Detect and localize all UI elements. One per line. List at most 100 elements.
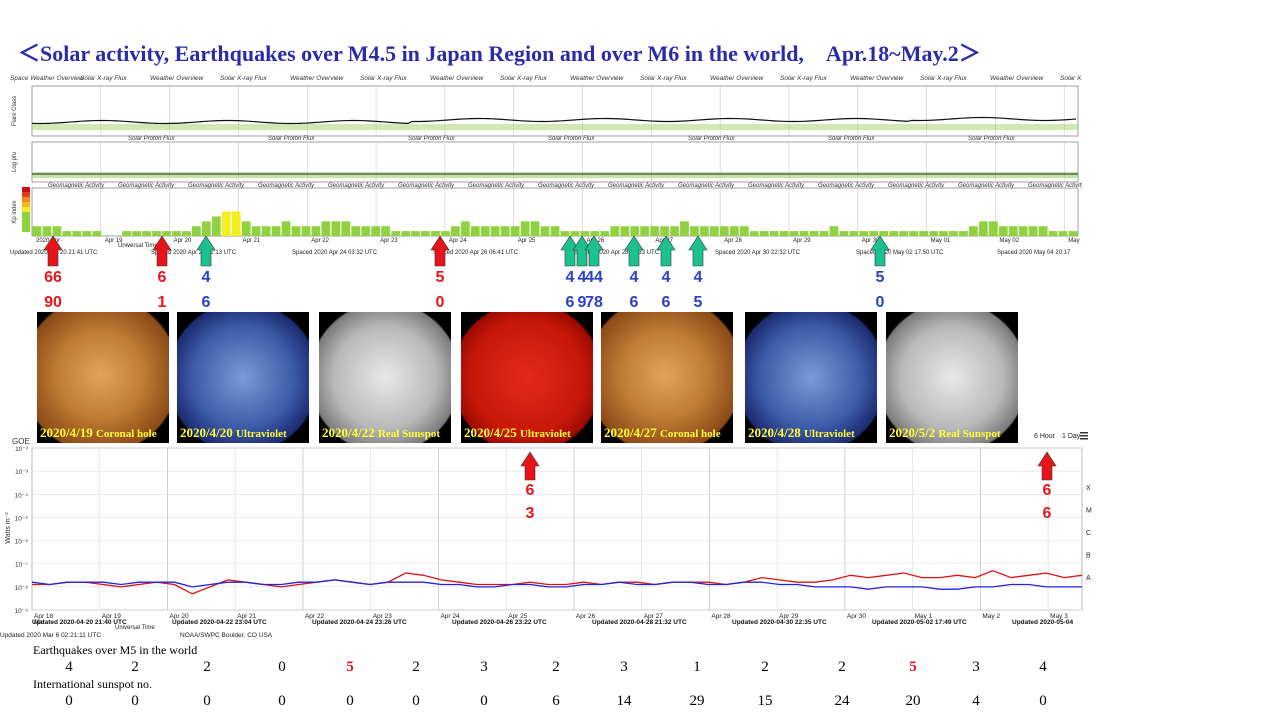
kp-bar xyxy=(819,231,829,236)
kp-bar xyxy=(530,221,540,236)
overview-date-tick: May 01 xyxy=(931,238,951,244)
kp-bar xyxy=(1058,231,1068,236)
xray-x-tick-label: Apr 30 xyxy=(847,613,867,620)
xray-x-tick-label: Apr 22 xyxy=(305,613,325,620)
universal-time-label: Universal Time xyxy=(118,243,158,249)
kp-scale-segment xyxy=(22,192,30,197)
proton-header-label: Solar Proton Flux xyxy=(688,136,735,142)
kp-bar xyxy=(829,226,839,236)
earthquake-arrow xyxy=(152,236,172,267)
sunspot-count-cell: 0 xyxy=(203,693,211,709)
kp-scale-segment xyxy=(22,212,30,217)
overview-date-tick: Apr 30 xyxy=(862,238,880,244)
sun-image-type: Ultraviolet xyxy=(803,428,855,440)
kp-bar xyxy=(62,231,72,236)
arrow-magnitude-top: 5 xyxy=(876,269,885,286)
sun-image-panel: 2020/4/27 Coronal hole xyxy=(601,312,733,443)
kp-bar xyxy=(311,226,321,236)
arrow-magnitude-bottom: 6 xyxy=(630,294,639,311)
overview-updated-label: Spaced 2020 Apr 24 03:32 UTC xyxy=(292,250,378,256)
kp-bar xyxy=(560,231,570,236)
overview-header-label: Weather Overview xyxy=(570,75,625,82)
earthquake-arrow xyxy=(870,236,890,267)
earthquake-count-cell: 3 xyxy=(972,659,980,675)
kp-bar xyxy=(779,231,789,236)
kp-bar xyxy=(32,226,42,236)
kp-bar xyxy=(839,231,849,236)
kp-bar xyxy=(1018,226,1028,236)
kp-bar xyxy=(480,226,490,236)
kp-bar xyxy=(809,231,819,236)
sun-image-date: 2020/5/2 xyxy=(889,425,939,440)
kp-bar xyxy=(321,221,331,236)
kp-bar xyxy=(799,231,809,236)
kp-bar xyxy=(301,226,311,236)
kp-bar xyxy=(710,226,719,236)
overview-header-label: Solar X-ray Flux xyxy=(1060,75,1082,82)
kp-bar xyxy=(82,231,92,236)
sun-image-type: Ultraviolet xyxy=(519,428,571,440)
kp-bar xyxy=(879,231,889,236)
proton-header-label: Solar Proton Flux xyxy=(828,136,875,142)
sun-image-caption: 2020/4/28 Ultraviolet xyxy=(748,424,855,442)
geomag-header-label: Geomagnetic Activity xyxy=(398,183,455,189)
overview-header-label: Solar X-ray Flux xyxy=(360,75,407,82)
xray-x-tick-label: Apr 20 xyxy=(169,613,189,620)
earthquake-arrow xyxy=(656,236,676,267)
overview-date-tick: Apr 28 xyxy=(724,238,742,244)
earthquake-count-cell: 2 xyxy=(838,659,846,675)
xray-y-tick-label: 10⁻⁸ xyxy=(15,585,29,592)
sun-image-date: 2020/4/27 xyxy=(604,425,660,440)
xray-class-label: X xyxy=(1086,485,1091,492)
sunspot-count-cell: 6 xyxy=(552,693,560,709)
arrow-magnitude-bottom: 78 xyxy=(585,294,603,311)
kp-bar xyxy=(451,226,460,236)
geomag-header-label: Geomagnetic Activity xyxy=(748,183,805,189)
xray-universal-time: Universal Time xyxy=(115,625,155,631)
kp-bar xyxy=(650,226,659,236)
sunspot-count-cell: 0 xyxy=(278,693,286,709)
kp-bar xyxy=(421,231,430,236)
kp-bar xyxy=(331,221,341,236)
xray-y-tick-label: 10⁻⁷ xyxy=(15,562,29,569)
overview-header-label: Weather Overview xyxy=(150,75,205,82)
kp-scale-segment xyxy=(22,227,30,232)
sun-image-panel: 2020/4/28 Ultraviolet xyxy=(745,312,877,443)
overview-date-tick: Apr 24 xyxy=(449,238,467,244)
xray-y-axis-label: Watts m⁻² xyxy=(5,512,12,544)
earthquake-arrow xyxy=(196,236,216,267)
overview-date-tick: May xyxy=(1068,238,1079,244)
kp-bar xyxy=(291,226,301,236)
sun-image-panel: 2020/5/2 Real Sunspot xyxy=(886,312,1018,443)
arrow-magnitude-top: 4 xyxy=(662,269,671,286)
xray-updated-label: Updated 2020-05-02 17:49 UTC xyxy=(872,619,967,626)
sunspot-count-cell: 20 xyxy=(905,693,921,709)
xray-y-tick-label: 10⁻⁵ xyxy=(15,515,29,522)
kp-bar xyxy=(182,231,191,236)
arrow-magnitude-top: 4 xyxy=(202,269,211,286)
sun-image-caption: 2020/5/2 Real Sunspot xyxy=(889,424,1001,442)
overview-header-label: Weather Overview xyxy=(290,75,345,82)
kp-bar xyxy=(959,231,968,236)
kp-bar xyxy=(92,231,102,236)
sun-image-type: Real Sunspot xyxy=(377,428,441,440)
sun-image-date: 2020/4/22 xyxy=(322,425,378,440)
kp-bar xyxy=(929,231,938,236)
proton-header-label: Solar Proton Flux xyxy=(268,136,315,142)
kp-bar xyxy=(271,226,281,236)
sunspot-row-label: International sunspot no. xyxy=(33,677,152,691)
xray-mar-label: Mar xyxy=(34,620,44,626)
xray-x-tick-label: May 2 xyxy=(982,613,1000,620)
geomag-header-label: Geomagnetic Activity xyxy=(608,183,665,189)
goes-xray-flux-chart: GOE 6 Hour 1 Day 10⁻² 10⁻³ 10⁻⁴ 10⁻⁵ 10⁻⁶ 10⁻⁷ 10… xyxy=(0,432,1092,639)
kp-bar xyxy=(52,226,62,236)
earthquake-arrow xyxy=(688,236,708,267)
kp-bar xyxy=(241,221,251,236)
menu-icon xyxy=(1080,435,1088,437)
xray-updated-label: Updated 2020-04-26 23:22 UTC xyxy=(452,619,547,626)
xray-x-tick-label: May 1 xyxy=(915,613,933,620)
kp-bar xyxy=(600,231,610,236)
arrow-magnitude-top: 44 xyxy=(585,269,603,286)
overview-header-label: Weather Overview xyxy=(710,75,765,82)
